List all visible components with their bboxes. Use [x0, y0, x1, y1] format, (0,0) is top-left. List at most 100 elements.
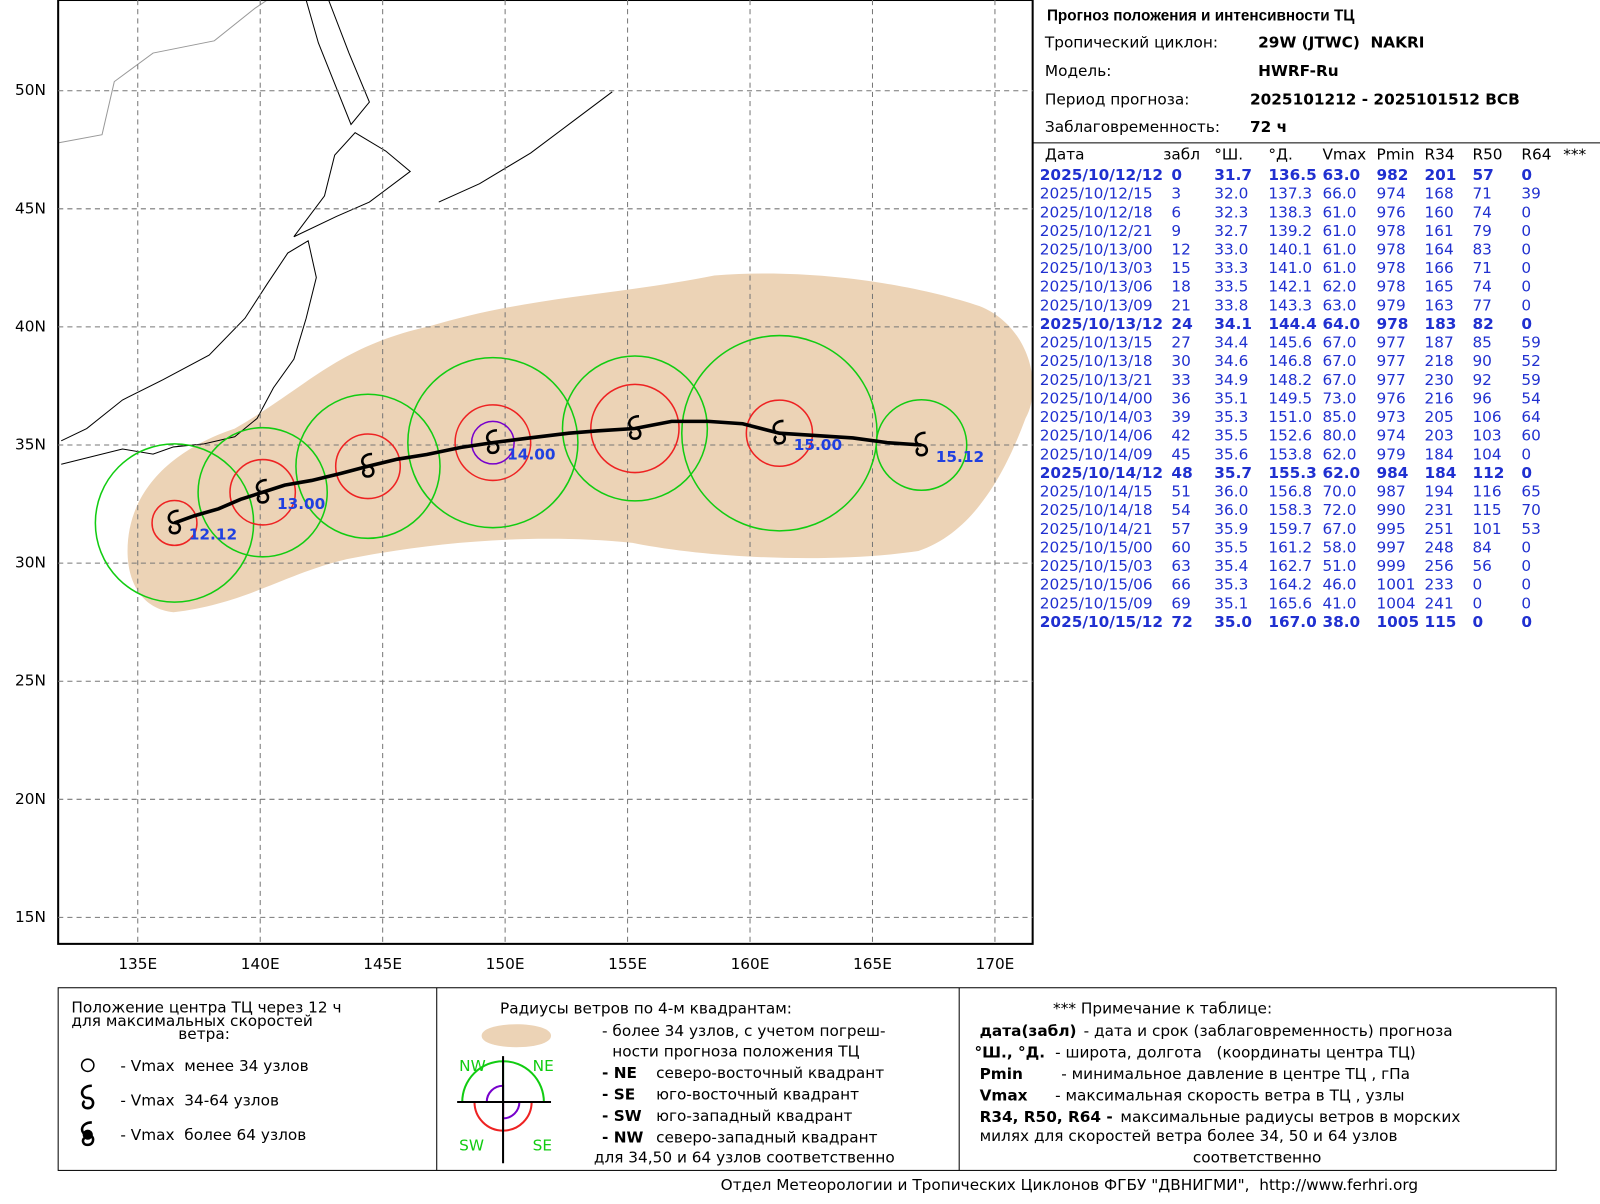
table-cell: 142.1	[1268, 278, 1312, 296]
y-tick-label: 40N	[15, 317, 46, 335]
table-cell: 30	[1171, 352, 1190, 370]
table-cell: 0	[1521, 241, 1531, 259]
table-cell: 66	[1171, 576, 1190, 594]
table-cell: 35.6	[1214, 445, 1248, 463]
table-cell: 36.0	[1214, 483, 1248, 501]
table-cell: 72.0	[1322, 501, 1356, 519]
table-cell: 52	[1521, 352, 1540, 370]
table-cell: 0	[1521, 315, 1532, 333]
table-cell: 2025/10/12/18	[1040, 203, 1153, 221]
table-cell: 2025/10/14/09	[1040, 445, 1153, 463]
table-cell: 0	[1521, 259, 1531, 277]
legend-key: - SW	[602, 1107, 642, 1125]
table-cell: 70.0	[1322, 483, 1356, 501]
table-cell: 164.2	[1268, 576, 1312, 594]
table-cell: 2025/10/15/12	[1040, 613, 1163, 631]
legend-text: - максимальная скорость ветра в ТЦ , узл…	[1055, 1086, 1404, 1104]
table-cell: 69	[1171, 594, 1190, 612]
table-cell: 67.0	[1322, 371, 1356, 389]
table-cell: 62.0	[1322, 278, 1356, 296]
legend-frame	[57, 987, 1557, 1171]
legend-text: для 34,50 и 64 узлов соответственно	[594, 1149, 895, 1167]
table-cell: 33.8	[1214, 296, 1248, 314]
x-tick-label: 145E	[363, 955, 402, 973]
table-cell: 161	[1424, 222, 1453, 240]
table-cell: 0	[1521, 222, 1531, 240]
table-cell: 138.3	[1268, 203, 1312, 221]
table-cell: 67.0	[1322, 520, 1356, 538]
table-cell: 53	[1521, 520, 1540, 538]
table-cell: 61.0	[1322, 241, 1356, 259]
table-cell: 0	[1472, 594, 1482, 612]
table-cell: 9	[1171, 222, 1181, 240]
table-cell: 0	[1521, 296, 1531, 314]
column-header: °Ш.	[1214, 146, 1243, 164]
info-value: 29W (JTWC) NAKRI	[1258, 33, 1424, 51]
table-cell: 34.9	[1214, 371, 1248, 389]
table-cell: 2025/10/13/18	[1040, 352, 1153, 370]
legend-text: соответственно	[1193, 1149, 1322, 1167]
table-cell: 136.5	[1268, 166, 1316, 184]
table-cell: 34.1	[1214, 315, 1252, 333]
legend-text: юго-западный квадрант	[656, 1107, 852, 1125]
table-cell: 36.0	[1214, 501, 1248, 519]
table-cell: 45	[1171, 445, 1190, 463]
table-cell: 61.0	[1322, 203, 1356, 221]
y-tick-label: 20N	[15, 790, 46, 808]
table-cell: 61.0	[1322, 259, 1356, 277]
legend-icon-strong	[80, 1121, 95, 1147]
table-cell: 2025/10/14/21	[1040, 520, 1153, 538]
column-header: забл	[1163, 146, 1200, 164]
table-cell: 34.6	[1214, 352, 1248, 370]
table-cell: 2025/10/14/06	[1040, 427, 1153, 445]
legend-quadrants	[457, 1056, 552, 1164]
info-value: 72 ч	[1250, 118, 1287, 136]
wind-radius	[561, 355, 709, 502]
wind-radius	[229, 458, 297, 526]
table-cell: 115	[1472, 501, 1501, 519]
table-cell: 978	[1377, 222, 1406, 240]
table-cell: 101	[1472, 520, 1501, 538]
table-cell: 2025/10/13/00	[1040, 241, 1153, 259]
table-cell: 974	[1377, 427, 1406, 445]
table-cell: 24	[1171, 315, 1192, 333]
table-cell: 33.5	[1214, 278, 1248, 296]
table-cell: 80.0	[1322, 427, 1356, 445]
table-cell: 104	[1472, 445, 1501, 463]
column-header: °Д.	[1268, 146, 1292, 164]
compass-label: NE	[533, 1057, 554, 1075]
title: Прогноз положения и интенсивности ТЦ	[1047, 7, 1355, 24]
table-cell: 162.7	[1268, 557, 1312, 575]
table-cell: 152.6	[1268, 427, 1312, 445]
table-cell: 35.1	[1214, 594, 1248, 612]
table-cell: 1005	[1377, 613, 1420, 631]
table-cell: 57	[1472, 166, 1493, 184]
table-cell: 256	[1424, 557, 1453, 575]
table-cell: 73.0	[1322, 389, 1356, 407]
legend-icon-weak	[80, 1058, 95, 1073]
column-header: R34	[1424, 146, 1454, 164]
cyclone-center	[167, 509, 182, 535]
column-header: ***	[1563, 146, 1586, 164]
wind-radius	[470, 420, 515, 465]
table-cell: 151.0	[1268, 408, 1312, 426]
table-cell: 46.0	[1322, 576, 1356, 594]
table-cell: 74	[1472, 203, 1491, 221]
legend-key: дата(забл)	[980, 1022, 1077, 1040]
table-cell: 90	[1472, 352, 1491, 370]
table-cell: 67.0	[1322, 334, 1356, 352]
table-cell: 2025/10/13/21	[1040, 371, 1153, 389]
table-cell: 35.4	[1214, 557, 1248, 575]
info-label: Заблаговременность:	[1045, 118, 1220, 136]
table-cell: 62.0	[1322, 445, 1356, 463]
y-tick-label: 15N	[15, 908, 46, 926]
table-cell: 35.9	[1214, 520, 1248, 538]
table-cell: 233	[1424, 576, 1453, 594]
table-cell: 33	[1171, 371, 1190, 389]
table-cell: 106	[1472, 408, 1501, 426]
table-cell: 0	[1521, 203, 1531, 221]
table-cell: 32.0	[1214, 185, 1248, 203]
cyclone-center	[914, 431, 929, 457]
table-cell: 67.0	[1322, 352, 1356, 370]
table-cell: 143.3	[1268, 296, 1312, 314]
